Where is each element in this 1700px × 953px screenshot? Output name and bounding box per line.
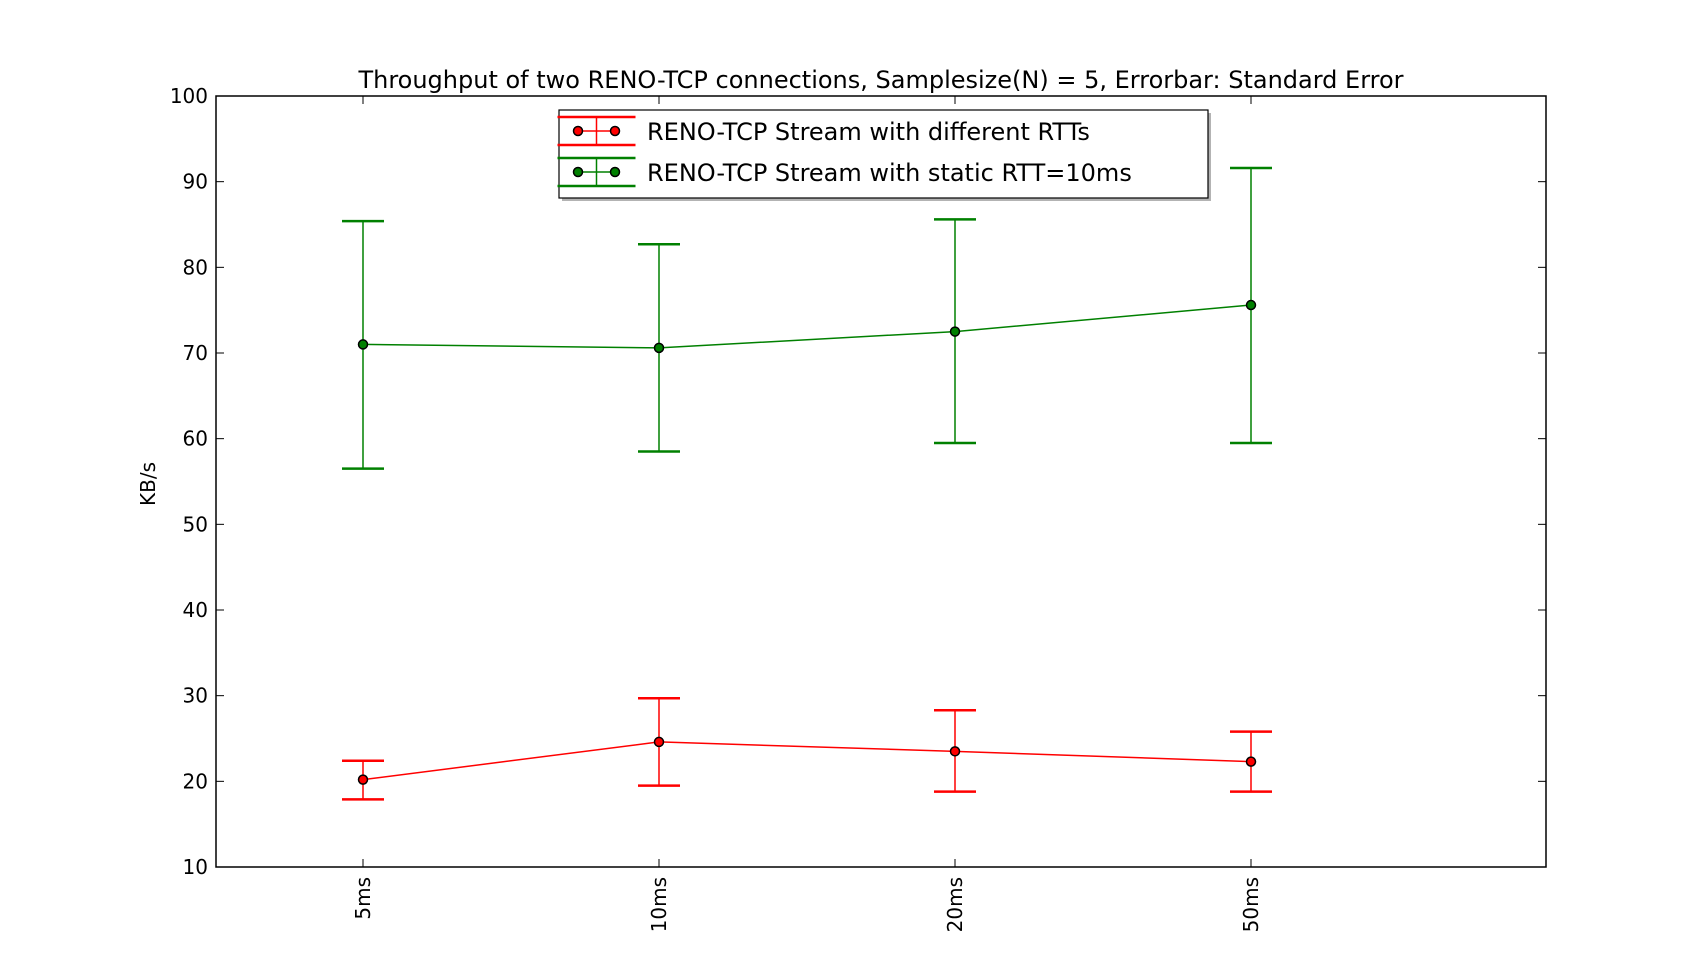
y-tick-label: 60: [183, 427, 208, 451]
data-point: [1245, 299, 1257, 311]
data-point: [949, 746, 961, 757]
x-tick-label: 20ms: [943, 877, 967, 932]
data-point: [653, 736, 665, 748]
x-tick-label: 5ms: [351, 877, 375, 920]
y-tick-label: 40: [183, 598, 208, 622]
x-tick-label: 50ms: [1239, 877, 1263, 932]
legend-marker: [609, 166, 621, 178]
data-point: [949, 326, 961, 337]
y-tick-label: 20: [183, 769, 208, 793]
legend-marker: [572, 166, 584, 178]
plot-area-frame: [215, 95, 1547, 868]
legend: RENO-TCP Stream with different RTTs RENO-…: [557, 109, 1211, 201]
y-tick-label: 10: [183, 855, 208, 879]
legend-box: [558, 109, 1209, 199]
series-line: [362, 304, 1252, 349]
x-tick-label: 10ms: [647, 877, 671, 932]
y-tick-label: 90: [183, 170, 208, 194]
series-layer: [342, 166, 1272, 801]
legend-label: RENO-TCP Stream with different RTTs: [647, 118, 1090, 146]
data-point: [653, 342, 665, 354]
series-line: [362, 741, 1252, 781]
y-axis-label: KB/s: [136, 462, 160, 506]
data-point: [1245, 756, 1257, 767]
y-tick-label: 30: [183, 684, 208, 708]
y-tick-label: 50: [183, 512, 208, 536]
y-tick-label: 70: [183, 341, 208, 365]
legend-label: RENO-TCP Stream with static RTT=10ms: [647, 159, 1132, 187]
y-tick-label: 80: [183, 255, 208, 279]
legend-marker: [609, 125, 621, 137]
series-1: [342, 696, 1272, 801]
ticks-layer: 10 20 30 40 50 60 70 80 90 100 5ms 10ms 20ms 50ms: [170, 84, 1546, 932]
data-point: [357, 339, 369, 350]
data-point: [357, 774, 369, 785]
y-tick-label: 100: [170, 84, 208, 108]
legend-marker: [572, 125, 584, 137]
legend-item: RENO-TCP Stream with static RTT=10ms: [557, 156, 1132, 188]
legend-item: RENO-TCP Stream with different RTTs: [557, 115, 1090, 147]
chart-title: Throughput of two RENO-TCP connections, …: [357, 66, 1403, 94]
series-2: [342, 166, 1272, 470]
